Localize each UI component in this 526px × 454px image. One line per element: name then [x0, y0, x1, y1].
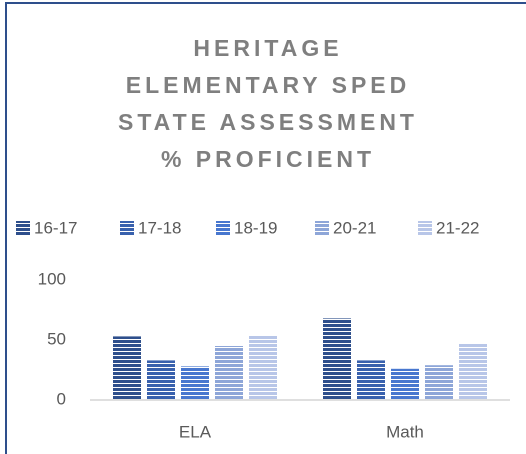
legend-label: 20-21 — [333, 218, 376, 237]
legend-label: 21-22 — [436, 218, 479, 237]
bar — [249, 335, 277, 400]
legend-swatch — [216, 221, 230, 235]
bar — [113, 336, 141, 400]
legend-swatch — [120, 221, 134, 235]
bar — [357, 360, 385, 400]
bar — [459, 343, 487, 400]
bar — [215, 346, 243, 400]
legend-swatch — [16, 221, 30, 235]
y-tick-label: 50 — [47, 329, 66, 348]
legend-swatch — [418, 221, 432, 235]
x-tick-label: Math — [386, 422, 424, 441]
legend-label: 16-17 — [34, 218, 77, 237]
bar — [391, 368, 419, 400]
y-tick-label: 100 — [38, 269, 66, 288]
y-tick-label: 0 — [57, 389, 66, 408]
legend-label: 17-18 — [138, 218, 181, 237]
x-tick-label: ELA — [179, 422, 212, 441]
legend-label: 18-19 — [234, 218, 277, 237]
bar — [323, 318, 351, 400]
bar — [181, 366, 209, 400]
bar — [425, 365, 453, 400]
chart-title: HERITAGE ELEMENTARY SPED STATE ASSESSMENT%… — [118, 35, 418, 172]
bar — [147, 360, 175, 400]
legend-swatch — [315, 221, 329, 235]
